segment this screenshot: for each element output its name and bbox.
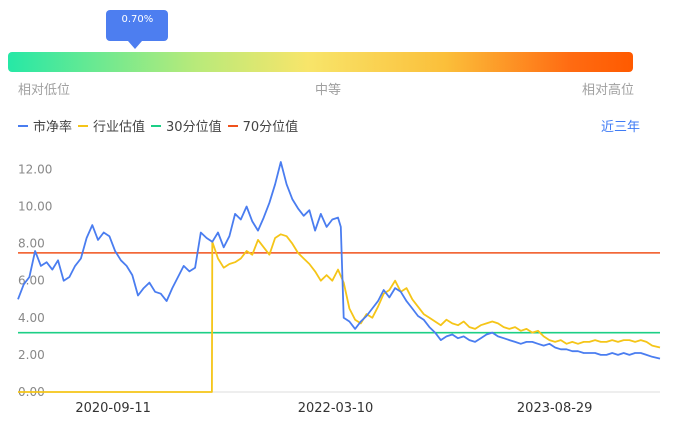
pb-series-line	[17, 161, 661, 360]
legend-label-p30: 30分位值	[166, 120, 222, 135]
y-tick-label: 2.00	[18, 348, 45, 362]
legend-swatch-p30	[151, 124, 162, 127]
percentile-tooltip-arrow	[128, 41, 143, 49]
legend-swatch-industry	[78, 124, 89, 127]
legend-label-industry: 行业估值	[93, 120, 146, 135]
y-tick-label: 6.00	[18, 274, 45, 288]
legend-item-p70[interactable]: 70分位值	[227, 116, 299, 135]
legend-label-pb: 市净率	[33, 120, 73, 135]
legend-swatch-pb	[18, 124, 28, 127]
legend-swatch-p70	[227, 124, 238, 127]
percentile-gauge-bar	[8, 52, 633, 72]
y-tick-label: 12.00	[18, 162, 52, 176]
percentile-tooltip: 0.70%	[106, 10, 169, 41]
valuation-line-chart: 0.002.004.006.008.0010.0012.002020-09-11…	[17, 161, 661, 416]
gauge-label-mid: 中等	[315, 83, 342, 98]
y-tick-label: 8.00	[18, 237, 45, 251]
x-tick-label: 2020-09-11	[75, 401, 151, 416]
period-selector-button[interactable]: 近三年	[600, 120, 640, 135]
y-tick-label: 10.00	[18, 200, 52, 214]
chart-legend: 市净率 行业估值 30分位值 70分位值	[18, 116, 304, 135]
percentile-tooltip-label: 0.70%	[121, 14, 154, 25]
y-tick-label: 4.00	[18, 311, 45, 325]
x-tick-label: 2023-08-29	[517, 401, 593, 416]
gauge-label-high: 相对高位	[582, 83, 635, 98]
gauge-label-low: 相对低位	[18, 83, 71, 98]
legend-label-p70: 70分位值	[242, 120, 299, 135]
legend-item-p30[interactable]: 30分位值	[151, 116, 222, 135]
legend-item-industry[interactable]: 行业估值	[78, 116, 145, 135]
industry-series-line	[18, 233, 661, 393]
legend-item-pb[interactable]: 市净率	[18, 116, 72, 135]
x-tick-label: 2022-03-10	[298, 401, 374, 416]
